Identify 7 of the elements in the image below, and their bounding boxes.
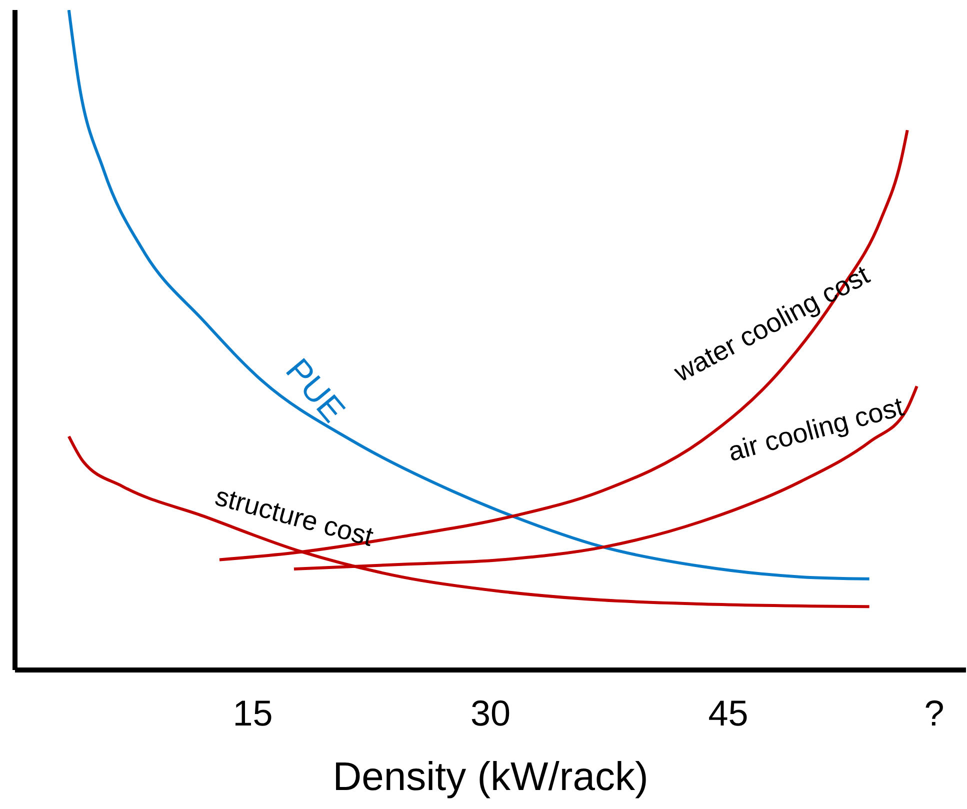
x-tick-label: ? bbox=[924, 692, 944, 734]
text: structure cost bbox=[212, 481, 377, 552]
x-axis-title: Density (kW/rack) bbox=[332, 755, 648, 799]
text: air cooling cost bbox=[724, 391, 908, 468]
x-tick-label: 45 bbox=[708, 692, 748, 734]
x-tick-label: 15 bbox=[232, 692, 273, 734]
x-tick-label: 30 bbox=[470, 692, 511, 734]
